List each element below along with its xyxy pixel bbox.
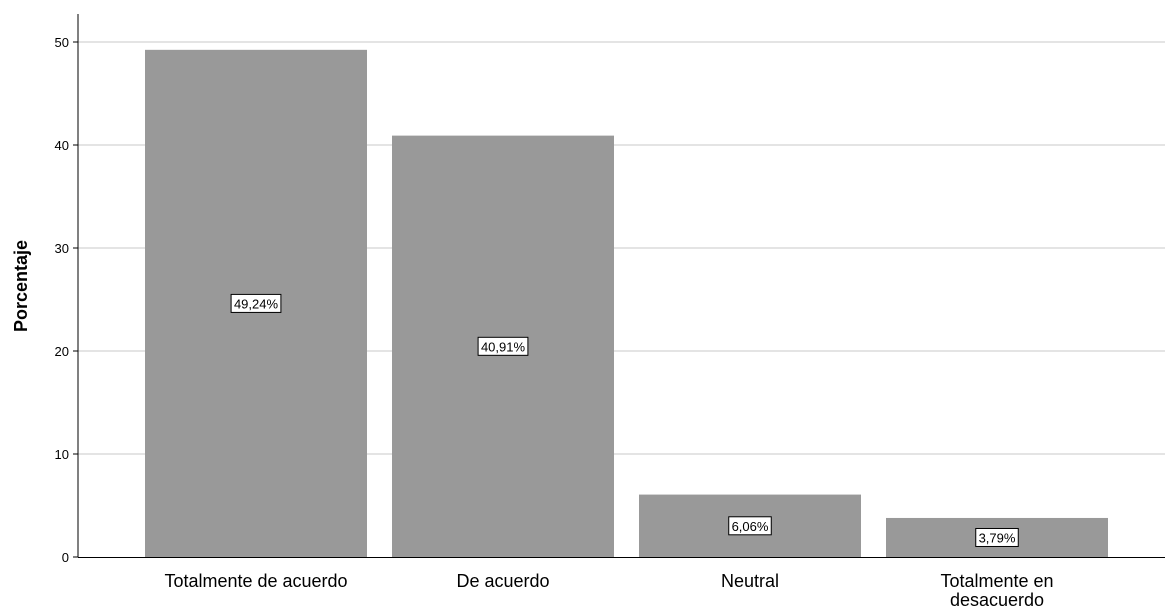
data-label-1: 49,24% bbox=[234, 296, 279, 311]
y-tick-labels: 0 10 20 30 40 50 bbox=[55, 35, 69, 565]
y-tick-label-10: 10 bbox=[55, 447, 69, 462]
bars bbox=[145, 49, 1108, 557]
y-tick-label-0: 0 bbox=[62, 550, 69, 565]
data-label-box-4 bbox=[975, 527, 1019, 547]
y-tick-label-20: 20 bbox=[55, 344, 69, 359]
x-tick-label-2: De acuerdo bbox=[456, 571, 549, 591]
data-label-2: 40,91% bbox=[481, 339, 526, 354]
x-tick-label-4: Totalmente en desacuerdo bbox=[940, 571, 1053, 609]
data-label-box-1 bbox=[230, 293, 282, 313]
x-tick-label-3: Neutral bbox=[721, 571, 779, 591]
x-tick-label-1: Totalmente de acuerdo bbox=[164, 571, 347, 591]
data-labels: 49,24% 40,91% 6,06% 3,79% bbox=[230, 293, 1019, 547]
y-tick-label-50: 50 bbox=[55, 35, 69, 50]
y-tick-label-30: 30 bbox=[55, 241, 69, 256]
y-tick-label-40: 40 bbox=[55, 138, 69, 153]
axes bbox=[73, 14, 1165, 558]
data-label-box-2 bbox=[477, 336, 529, 356]
x-tick-labels: Totalmente de acuerdo De acuerdo Neutral To… bbox=[164, 571, 1053, 609]
data-label-4: 3,79% bbox=[979, 530, 1016, 545]
y-axis-label: Porcentaje bbox=[11, 240, 31, 332]
data-label-box-3 bbox=[728, 516, 772, 536]
data-label-3: 6,06% bbox=[732, 519, 769, 534]
